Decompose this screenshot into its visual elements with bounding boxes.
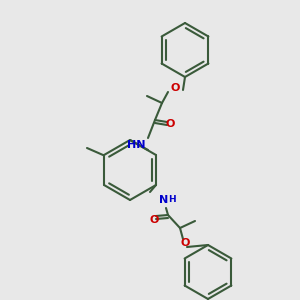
- Text: O: O: [180, 238, 190, 248]
- Text: O: O: [165, 119, 175, 129]
- Text: O: O: [149, 215, 159, 225]
- Text: N: N: [159, 195, 169, 205]
- Text: HN: HN: [127, 140, 145, 150]
- Text: H: H: [168, 194, 176, 203]
- Text: O: O: [170, 83, 180, 93]
